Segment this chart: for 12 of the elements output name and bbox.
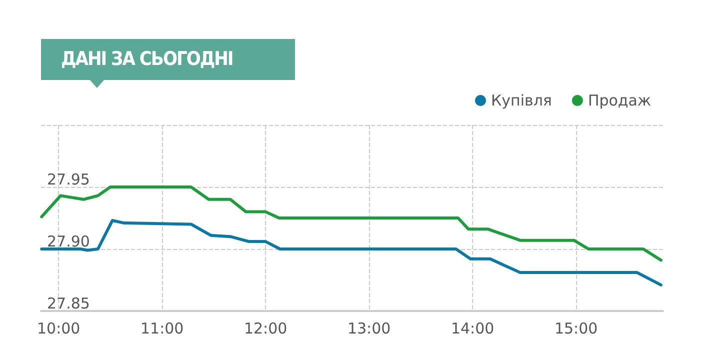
- x-tick-label: 15:00: [554, 320, 598, 338]
- x-tick-label: 12:00: [244, 320, 288, 338]
- y-tick-label: 27.95: [47, 170, 90, 188]
- legend-label: Купівля: [490, 92, 552, 110]
- x-tick-label: 11:00: [140, 320, 184, 338]
- x-tick-label: 13:00: [347, 320, 391, 338]
- y-tick-label: 27.90: [47, 232, 90, 250]
- x-tick-label: 14:00: [450, 320, 494, 338]
- chart-title: ДАНІ ЗА СЬОГОДНІ: [41, 39, 295, 80]
- x-tick-label: 10:00: [36, 320, 80, 338]
- legend-label: Продаж: [588, 92, 652, 110]
- y-tick-label: 27.85: [47, 294, 90, 312]
